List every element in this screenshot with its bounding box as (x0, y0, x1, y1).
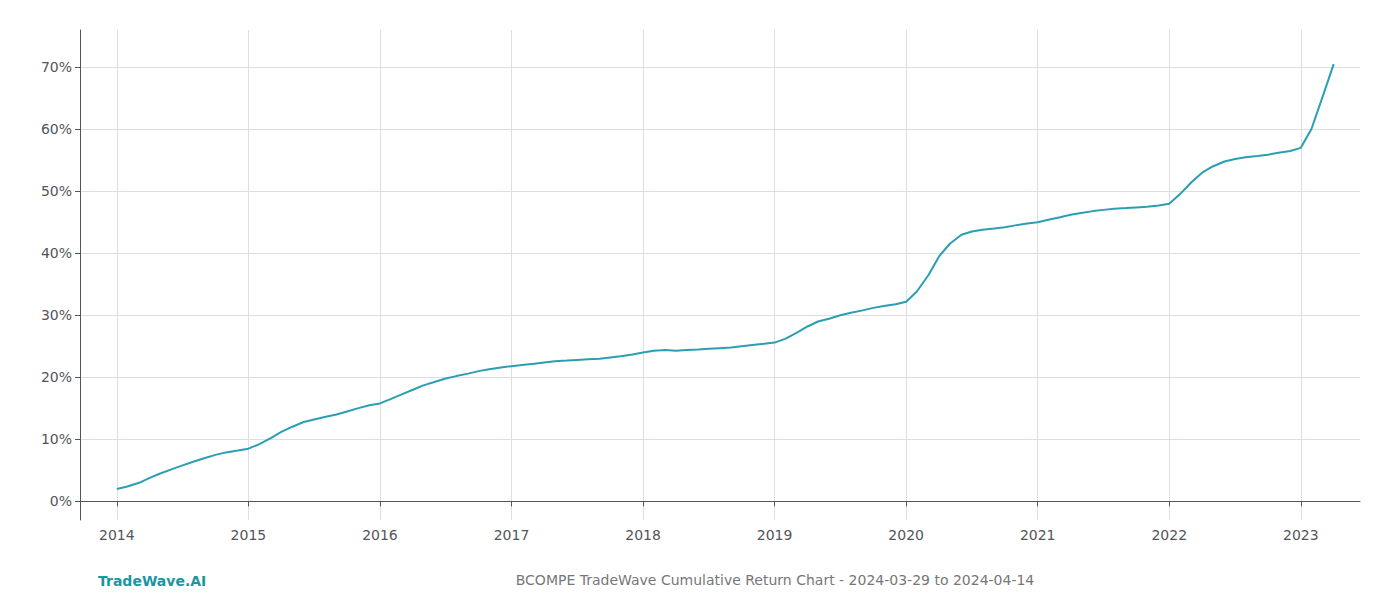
svg-text:0%: 0% (50, 493, 72, 509)
svg-text:2021: 2021 (1020, 527, 1056, 543)
svg-text:50%: 50% (41, 183, 72, 199)
svg-text:2023: 2023 (1283, 527, 1319, 543)
svg-text:20%: 20% (41, 369, 72, 385)
svg-text:2015: 2015 (231, 527, 267, 543)
svg-text:2022: 2022 (1151, 527, 1187, 543)
svg-text:2017: 2017 (494, 527, 530, 543)
svg-text:2019: 2019 (757, 527, 793, 543)
svg-text:2014: 2014 (99, 527, 135, 543)
svg-text:2020: 2020 (888, 527, 924, 543)
svg-text:TradeWave.AI: TradeWave.AI (98, 573, 206, 589)
svg-text:70%: 70% (41, 59, 72, 75)
svg-text:2016: 2016 (362, 527, 398, 543)
svg-text:2018: 2018 (625, 527, 661, 543)
svg-text:40%: 40% (41, 245, 72, 261)
svg-text:BCOMPE TradeWave Cumulative Re: BCOMPE TradeWave Cumulative Return Chart… (516, 572, 1035, 588)
svg-text:10%: 10% (41, 431, 72, 447)
svg-text:60%: 60% (41, 121, 72, 137)
svg-text:30%: 30% (41, 307, 72, 323)
